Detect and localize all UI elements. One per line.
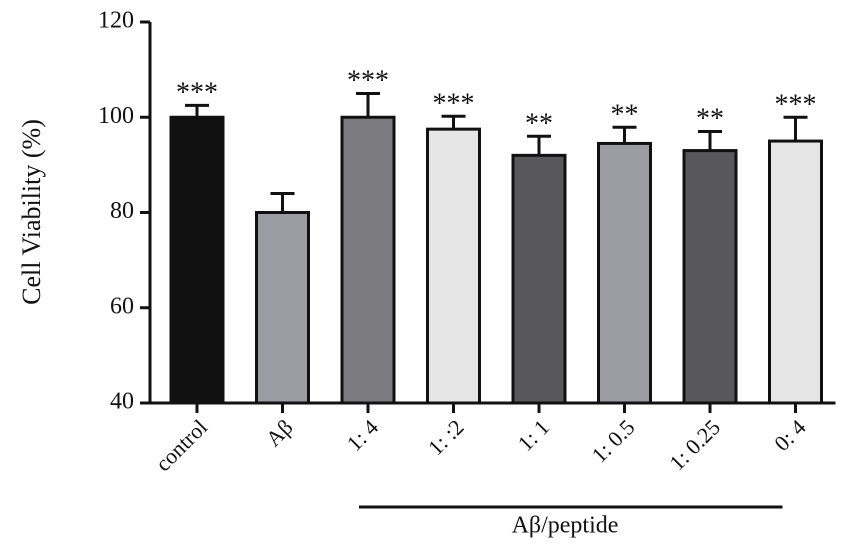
error-bar (612, 125, 637, 144)
x-tick-label: control (150, 414, 212, 476)
error-bar (270, 191, 295, 213)
x-tick-label: 1: :2 (423, 414, 469, 460)
x-tick-label: 1: 4 (342, 414, 383, 455)
error-bar (441, 114, 466, 130)
significance-label: ** (611, 99, 639, 130)
x-tick-label: 1: 0.5 (586, 414, 639, 467)
x-tick-label: 1: 1 (513, 414, 554, 455)
bar (426, 127, 481, 405)
bar (768, 139, 823, 405)
error-bar (698, 130, 722, 151)
y-tick-label: 60 (110, 293, 134, 319)
significance-label: *** (433, 88, 475, 119)
group-label: Aβ/peptide (512, 513, 619, 539)
significance-label: *** (775, 89, 817, 120)
x-tick-label: 1: 0.25 (664, 414, 725, 475)
bar (597, 141, 652, 405)
bar (255, 211, 310, 405)
y-tick-label: 120 (98, 8, 134, 34)
error-bar (356, 91, 380, 118)
x-tick-label: 0: 4 (769, 414, 810, 455)
error-bar (783, 115, 808, 142)
significance-label: ** (696, 104, 724, 135)
significance-label: ** (525, 108, 553, 139)
y-axis-label: Cell Viability (%) (17, 119, 46, 305)
x-tick-label: Aβ (261, 414, 298, 451)
bar (682, 149, 738, 405)
bar (340, 115, 396, 405)
error-bar (527, 134, 551, 156)
y-tick-label: 80 (110, 198, 134, 224)
bar (511, 153, 567, 405)
y-tick-label: 40 (110, 389, 134, 415)
error-bar (185, 103, 209, 118)
significance-label: *** (347, 65, 389, 96)
significance-label: *** (176, 77, 218, 108)
bar (169, 115, 225, 405)
y-tick-label: 100 (98, 103, 134, 129)
